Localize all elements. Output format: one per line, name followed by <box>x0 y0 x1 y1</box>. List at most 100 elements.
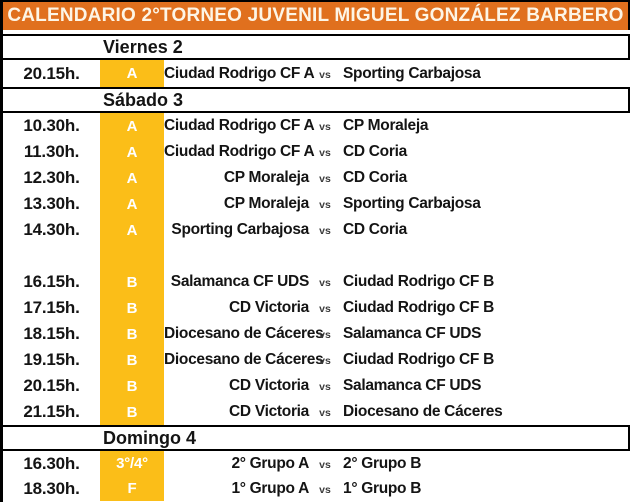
away-team: Salamanca CF UDS <box>343 377 482 394</box>
match-slot-badge: B <box>100 321 164 347</box>
vs-label: vs <box>319 303 331 315</box>
match-slot-badge: B <box>100 295 164 321</box>
match-slot-badge: A <box>100 113 164 139</box>
home-team: 2° Grupo A <box>231 454 309 472</box>
match-row: 16.15h. B Salamanca CF UDS vs Ciudad Rod… <box>3 269 636 295</box>
vs-label: vs <box>319 407 331 419</box>
away-team: Salamanca CF UDS <box>343 325 482 342</box>
match-fixture: 2° Grupo A vs 2° Grupo B <box>164 451 636 476</box>
match-time: 16.30h. <box>23 453 80 473</box>
day-section: Domingo 4 16.30h. 3°/4° 2° Grupo A vs 2°… <box>3 425 636 501</box>
match-fixture: Ciudad Rodrigo CF A vs Sporting Carbajos… <box>164 60 636 87</box>
match-time: 13.30h. <box>23 194 80 213</box>
match-slot-badge: F <box>100 476 164 501</box>
match-fixture: 1° Grupo A vs 1° Grupo B <box>164 476 636 501</box>
match-row: 20.15h. B CD Victoria vs Salamanca CF UD… <box>3 373 636 399</box>
match-row: 18.30h. F 1° Grupo A vs 1° Grupo B <box>3 476 636 501</box>
away-team: Diocesano de Cáceres <box>343 403 503 420</box>
away-team: CD Coria <box>343 143 407 160</box>
vs-label: vs <box>319 225 331 237</box>
match-row: 19.15h. B Diocesano de Cáceres vs Ciudad… <box>3 347 636 373</box>
away-team: CD Coria <box>343 221 407 238</box>
home-team: CD Victoria <box>229 377 309 394</box>
vs-label: vs <box>319 355 331 367</box>
match-fixture: Salamanca CF UDS vs Ciudad Rodrigo CF B <box>164 269 636 295</box>
match-row: 10.30h. A Ciudad Rodrigo CF A vs CP Mora… <box>3 113 636 139</box>
day-header: Viernes 2 <box>3 34 630 60</box>
home-team: Salamanca CF UDS <box>170 273 310 290</box>
vs-label: vs <box>319 458 331 471</box>
match-time: 11.30h. <box>23 142 80 161</box>
match-slot-badge: A <box>100 191 164 217</box>
match-time: 10.30h. <box>23 116 80 135</box>
home-team: CD Victoria <box>229 403 309 420</box>
match-slot-badge: B <box>100 269 164 295</box>
match-time: 18.15h. <box>23 324 80 343</box>
match-fixture: Ciudad Rodrigo CF A vs CP Moraleja <box>164 113 636 139</box>
match-row: 13.30h. A CP Moraleja vs Sporting Carbaj… <box>3 191 636 217</box>
vs-label: vs <box>319 483 331 496</box>
away-team: Ciudad Rodrigo CF B <box>343 351 495 368</box>
away-team: Sporting Carbajosa <box>343 195 481 212</box>
match-fixture: CP Moraleja vs CD Coria <box>164 165 636 191</box>
home-team: CP Moraleja <box>223 169 309 186</box>
match-slot-badge: B <box>100 399 164 425</box>
match-row: 21.15h. B CD Victoria vs Diocesano de Cá… <box>3 399 636 425</box>
match-fixture: Sporting Carbajosa vs CD Coria <box>164 217 636 243</box>
day-rows: 20.15h. A Ciudad Rodrigo CF A vs Sportin… <box>3 60 636 87</box>
match-slot-badge: A <box>100 60 164 87</box>
match-fixture: Ciudad Rodrigo CF A vs CD Coria <box>164 139 636 165</box>
home-team: Ciudad Rodrigo CF A <box>164 143 315 160</box>
day-section: Viernes 2 20.15h. A Ciudad Rodrigo CF A … <box>3 34 636 87</box>
home-team: Ciudad Rodrigo CF A <box>164 64 315 82</box>
schedule-body: Viernes 2 20.15h. A Ciudad Rodrigo CF A … <box>3 34 636 501</box>
home-team: Sporting Carbajosa <box>171 221 309 238</box>
match-time: 20.15h. <box>23 376 80 395</box>
match-time: 20.15h. <box>23 63 80 83</box>
home-team: Diocesano de Cáceres <box>164 325 324 342</box>
match-row: 11.30h. A Ciudad Rodrigo CF A vs CD Cori… <box>3 139 636 165</box>
match-time: 19.15h. <box>23 350 80 369</box>
vs-label <box>309 255 341 257</box>
away-team: Ciudad Rodrigo CF B <box>343 299 495 316</box>
match-row: 16.30h. 3°/4° 2° Grupo A vs 2° Grupo B <box>3 451 636 476</box>
match-row: 14.30h. A Sporting Carbajosa vs CD Coria <box>3 217 636 243</box>
match-time: 21.15h. <box>23 402 80 421</box>
match-time: 18.30h. <box>23 478 80 498</box>
vs-label: vs <box>319 121 331 133</box>
day-rows: 10.30h. A Ciudad Rodrigo CF A vs CP Mora… <box>3 113 636 425</box>
vs-label: vs <box>319 68 331 81</box>
match-fixture: CD Victoria vs Diocesano de Cáceres <box>164 399 636 425</box>
away-team: 1° Grupo B <box>343 479 422 497</box>
away-team: Sporting Carbajosa <box>343 64 481 82</box>
match-time <box>3 243 100 269</box>
match-slot-badge: A <box>100 139 164 165</box>
day-header: Sábado 3 <box>3 87 630 113</box>
match-fixture: CD Victoria vs Ciudad Rodrigo CF B <box>164 295 636 321</box>
day-rows: 16.30h. 3°/4° 2° Grupo A vs 2° Grupo B 1… <box>3 451 636 501</box>
match-fixture <box>164 243 636 269</box>
home-team: Ciudad Rodrigo CF A <box>164 117 315 134</box>
match-fixture: Diocesano de Cáceres vs Salamanca CF UDS <box>164 321 636 347</box>
home-team: CD Victoria <box>229 299 309 316</box>
match-slot-badge: A <box>100 165 164 191</box>
match-row: 20.15h. A Ciudad Rodrigo CF A vs Sportin… <box>3 60 636 87</box>
day-header: Domingo 4 <box>3 425 630 451</box>
match-slot-badge: B <box>100 373 164 399</box>
home-team: 1° Grupo A <box>231 479 309 497</box>
home-team: CP Moraleja <box>223 195 309 212</box>
vs-label: vs <box>319 173 331 185</box>
vs-label: vs <box>319 329 331 341</box>
away-team: CP Moraleja <box>343 117 429 134</box>
match-fixture: Diocesano de Cáceres vs Ciudad Rodrigo C… <box>164 347 636 373</box>
vs-label: vs <box>319 277 331 289</box>
away-team: CD Coria <box>343 169 407 186</box>
day-section: Sábado 3 10.30h. A Ciudad Rodrigo CF A v… <box>3 87 636 425</box>
away-team: 2° Grupo B <box>343 454 422 472</box>
match-row: 12.30h. A CP Moraleja vs CD Coria <box>3 165 636 191</box>
match-slot-badge: 3°/4° <box>100 451 164 476</box>
match-fixture: CD Victoria vs Salamanca CF UDS <box>164 373 636 399</box>
match-slot-badge: A <box>100 217 164 243</box>
match-time: 16.15h. <box>23 272 80 291</box>
